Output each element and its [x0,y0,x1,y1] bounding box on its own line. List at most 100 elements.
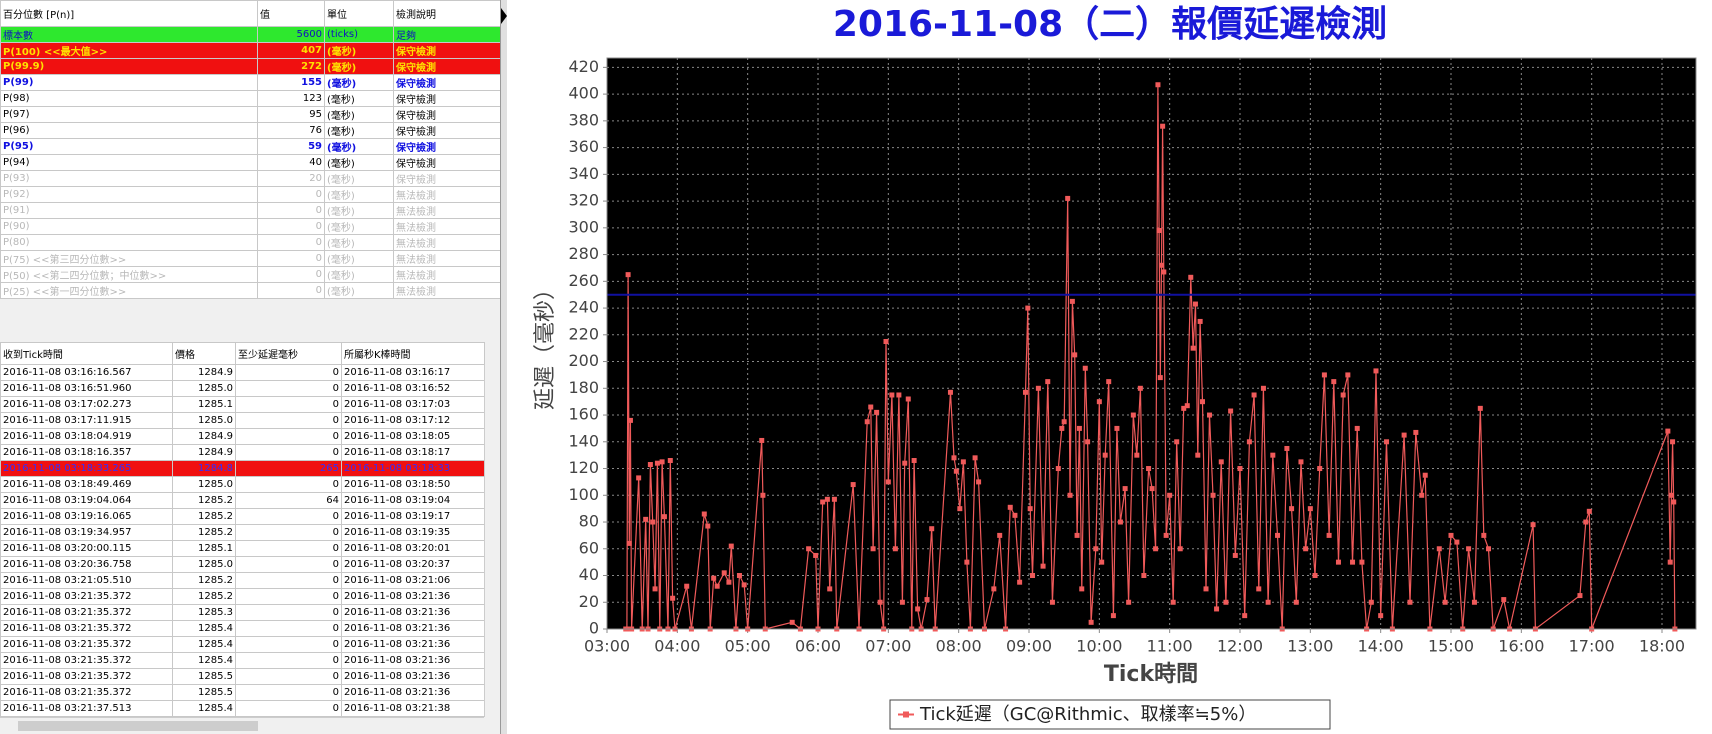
table-cell: 0 [235,652,342,669]
table-row[interactable]: 2016-11-08 03:21:35.372 1285.5 0 2016-11-08… [0,684,485,701]
table-row[interactable]: 2016-11-08 03:20:00.115 1285.1 0 2016-11-08… [0,540,485,557]
data-point [997,532,1003,538]
table-cell: 2016-11-08 03:18:16.357 [0,444,173,461]
y-tick-label: 20 [579,592,599,611]
data-point [714,583,720,589]
splitter[interactable] [500,0,507,734]
table-cell: 59 [257,138,325,155]
table-row[interactable]: 2016-11-08 03:16:51.960 1285.0 0 2016-11-08… [0,380,485,397]
table-row[interactable]: 2016-11-08 03:21:35.372 1285.5 0 2016-11-08… [0,668,485,685]
table-cell: 0 [235,396,342,413]
data-point [647,462,653,468]
table-row[interactable]: 2016-11-08 03:18:33.265 1284.8 265 2016-11-… [0,460,485,477]
table-row[interactable]: 2016-11-08 03:19:34.957 1285.2 0 2016-11-08… [0,524,485,541]
data-point [1298,459,1304,465]
table-row[interactable]: 2016-11-08 03:21:35.372 1285.4 0 2016-11-08… [0,620,485,637]
data-point [736,573,742,579]
v-scrollbar[interactable] [484,364,501,716]
data-point [1069,298,1075,304]
table-cell: 2016-11-08 03:21:36 [341,636,485,653]
header-row: 百分位數 [P(n)] 值單位 檢測說明 [0,0,501,27]
table-row[interactable]: 2016-11-08 03:18:49.469 1285.0 0 2016-11-08… [0,476,485,493]
table-cell: (毫秒) [324,170,394,187]
data-point [1007,504,1013,510]
tick-table[interactable]: 收到Tick時間 價格 至少延遲毫秒 所屬秒K棒時間 2016-11-08 03:16:… [0,342,485,717]
y-tick-label: 260 [568,271,599,290]
data-point [827,586,833,592]
y-tick-label: 0 [589,619,599,638]
table-row[interactable]: 2016-11-08 03:19:16.065 1285.2 0 2016-11-08… [0,508,485,525]
table-cell: 保守檢測 [393,74,501,91]
table-cell: 0 [235,684,342,701]
table-cell: 2016-11-08 03:16:52 [341,380,485,397]
y-tick-label: 100 [568,485,599,504]
table-cell: P(50) <<第二四分位數；中位數>> [0,266,258,283]
table-cell: 2016-11-08 03:18:04.919 [0,428,173,445]
table-row[interactable]: 2016-11-08 03:21:35.372 1285.4 0 2016-11-08… [0,636,485,653]
table-cell: (毫秒) [324,154,394,171]
x-tick-label: 18:00 [1639,637,1685,656]
table-row[interactable]: 2016-11-08 03:19:04.064 1285.2 64 2016-11-0… [0,492,485,509]
data-point [951,455,957,461]
table-cell: 1285.4 [172,636,236,653]
data-point [667,458,673,464]
table-cell: 保守檢測 [393,58,501,75]
data-point [636,475,642,481]
data-point [1670,439,1676,445]
table-cell: P(100) <<最大值>> [0,42,258,59]
data-point [1667,559,1673,565]
data-point [1223,599,1229,605]
data-point [1079,586,1085,592]
table-cell: P(90) [0,218,258,235]
table-cell: P(99.9) [0,58,258,75]
data-point [1059,425,1065,431]
table-cell: P(97) [0,106,258,123]
table-cell: P(95) [0,138,258,155]
y-tick-label: 240 [568,298,599,317]
table-row: P(91) 0 (毫秒) 無法檢測 [0,202,501,219]
table-cell: 2016-11-08 03:21:35.372 [0,620,173,637]
data-point [957,506,963,512]
y-tick-label: 300 [568,217,599,236]
table-cell: 2016-11-08 03:21:37.513 [0,700,173,717]
table-row[interactable]: 2016-11-08 03:18:16.357 1284.9 0 2016-11-08… [0,444,485,461]
y-tick-label: 360 [568,137,599,156]
table-cell: P(98) [0,90,258,107]
table-row: P(95) 59 (毫秒) 保守檢測 [0,138,501,155]
x-tick-label: 16:00 [1498,637,1544,656]
percentile-table: 百分位數 [P(n)] 值單位 檢測說明 標本數 5600 (ticks) 足夠 P(100)… [0,0,501,299]
data-point [1228,408,1234,414]
table-cell: 0 [235,364,342,381]
data-point [1072,352,1078,358]
data-point [1155,82,1161,88]
data-point [627,417,633,423]
data-point [1126,599,1132,605]
table-cell: 2016-11-08 03:21:36 [341,668,485,685]
table-cell: 2016-11-08 03:19:04 [341,492,485,509]
data-line [625,84,1676,631]
table-row[interactable]: 2016-11-08 03:21:37.513 1285.4 0 2016-11-08… [0,700,485,717]
table-cell: 0 [235,588,342,605]
table-row[interactable]: 2016-11-08 03:21:35.372 1285.4 0 2016-11-08… [0,652,485,669]
table-row[interactable]: 2016-11-08 03:21:35.372 1285.3 0 2016-11-08… [0,604,485,621]
data-point [1289,506,1295,512]
table-row[interactable]: 2016-11-08 03:16:16.567 1284.9 0 2016-11-08… [0,364,485,381]
table-cell: 1285.4 [172,700,236,717]
table-row[interactable]: 2016-11-08 03:17:02.273 1285.1 0 2016-11-08… [0,396,485,413]
table-row[interactable]: 2016-11-08 03:17:11.915 1285.0 0 2016-11-08… [0,412,485,429]
table-row[interactable]: 2016-11-08 03:20:36.758 1285.0 0 2016-11-08… [0,556,485,573]
table-row[interactable]: 2016-11-08 03:21:35.372 1285.2 0 2016-11-08… [0,588,485,605]
column-header: 所屬秒K棒時間 [341,342,485,365]
table-row[interactable]: 2016-11-08 03:21:05.510 1285.2 0 2016-11-08… [0,572,485,589]
y-tick-label: 80 [579,512,599,531]
x-tick-label: 10:00 [1076,637,1122,656]
y-tick-label: 280 [568,244,599,263]
h-scrollbar[interactable] [0,717,484,734]
table-row: P(90) 0 (毫秒) 無法檢測 [0,218,501,235]
data-point [1326,532,1332,538]
table-cell: 2016-11-08 03:18:33 [341,460,485,477]
table-row[interactable]: 2016-11-08 03:18:04.919 1284.9 0 2016-11-08… [0,428,485,445]
x-tick-label: 14:00 [1358,637,1404,656]
table-cell: 0 [257,202,325,219]
table-cell: P(94) [0,154,258,171]
